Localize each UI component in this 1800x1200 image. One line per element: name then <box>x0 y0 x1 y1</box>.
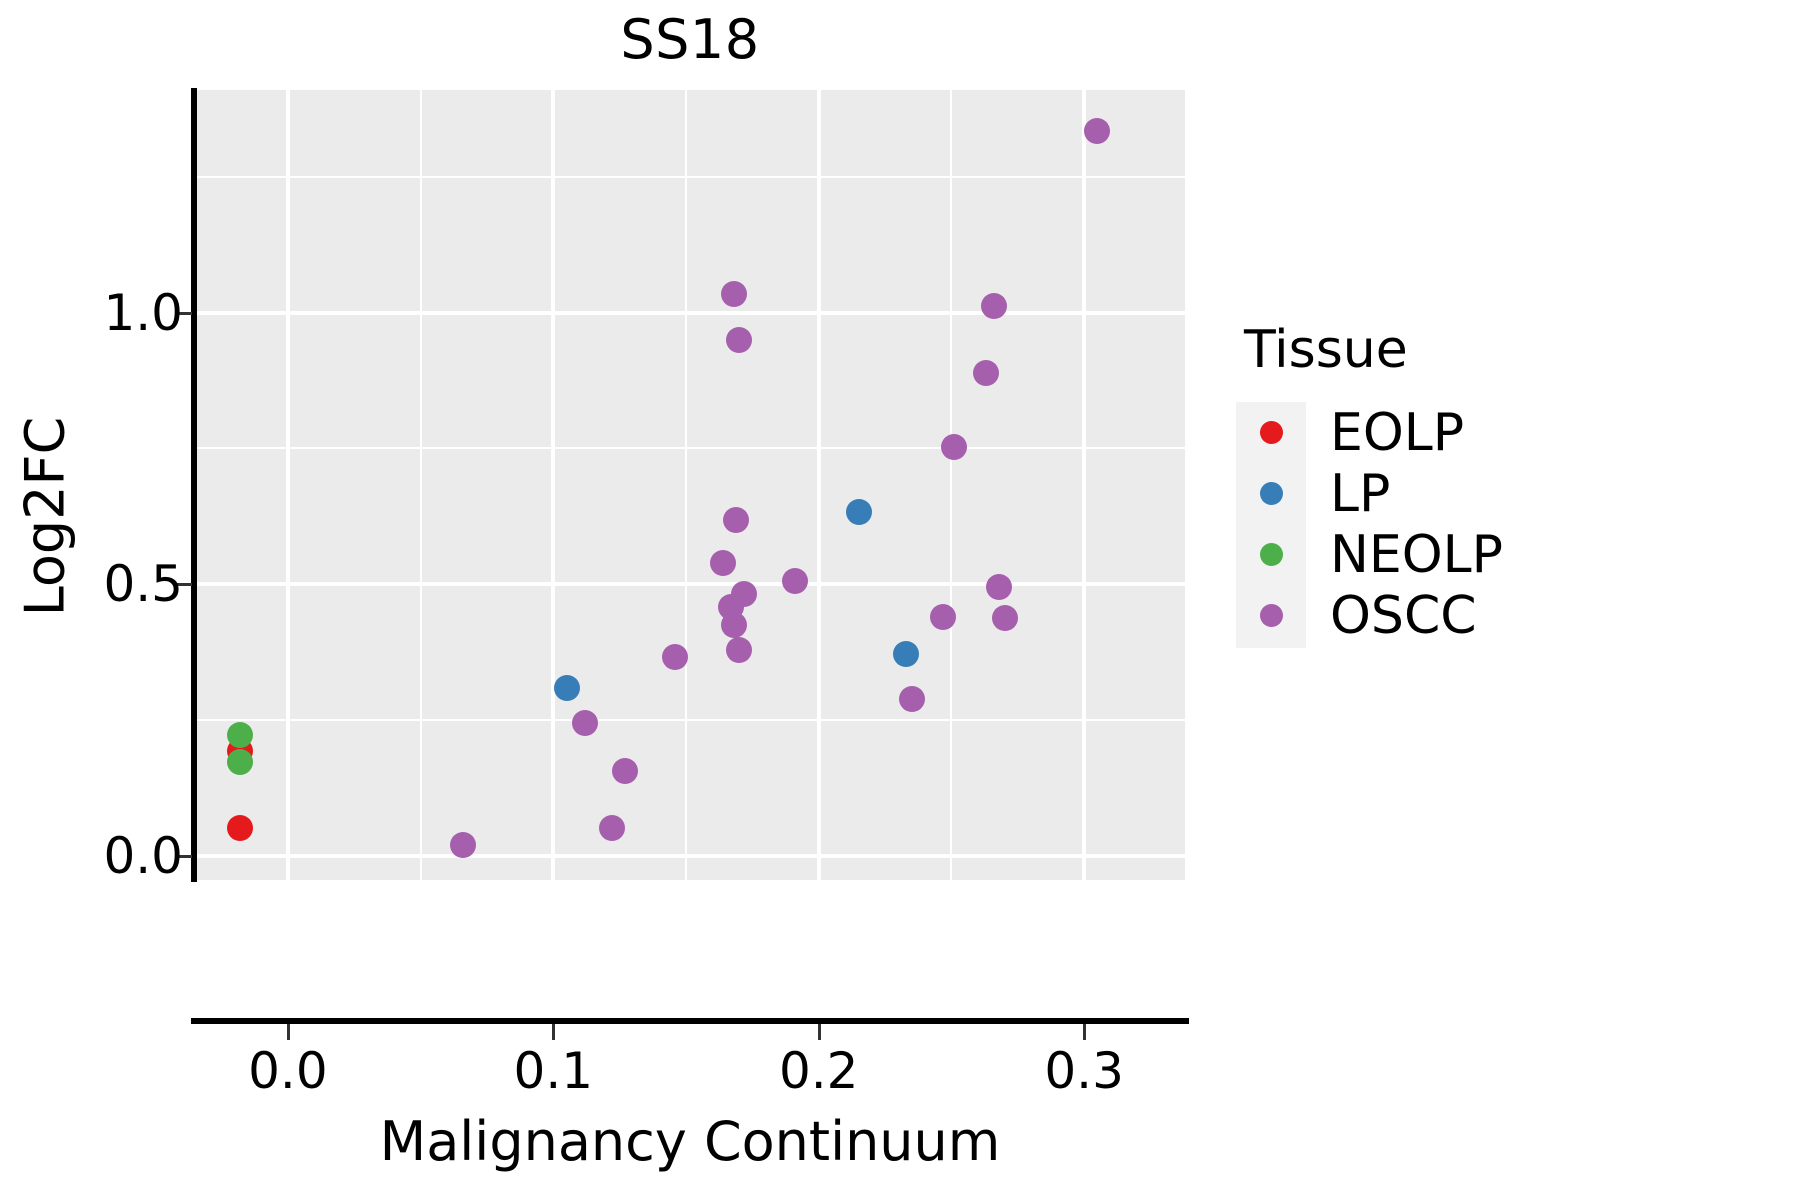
legend-item-label: OSCC <box>1330 585 1477 646</box>
data-point-oscc <box>986 573 1013 600</box>
gridline-major-vertical <box>816 90 821 880</box>
data-point-oscc <box>450 831 477 858</box>
y-axis-label: Log2FC <box>13 416 77 617</box>
legend-swatch <box>1236 585 1306 646</box>
data-point-oscc <box>930 603 957 630</box>
data-point-oscc <box>941 434 968 461</box>
y-axis-tick-label: 1.0 <box>103 283 183 342</box>
data-point-oscc <box>726 326 753 353</box>
y-axis-tick <box>176 854 192 858</box>
x-axis-tick <box>286 1024 290 1040</box>
gridline-minor-vertical <box>685 90 688 880</box>
y-axis-tick-label: 0.0 <box>103 826 183 885</box>
x-axis-tick-label: 0.0 <box>248 1042 328 1100</box>
legend-dot-icon <box>1259 604 1283 627</box>
legend-item-label: LP <box>1330 463 1391 524</box>
legend-item-eolp[interactable]: EOLP <box>1236 402 1706 463</box>
x-axis-tick <box>817 1024 821 1040</box>
data-point-oscc <box>781 568 808 595</box>
x-axis-tick-label: 0.1 <box>513 1042 594 1100</box>
legend-item-lp[interactable]: LP <box>1236 463 1706 524</box>
gridline-major-vertical <box>285 90 290 880</box>
legend-swatch <box>1236 463 1306 524</box>
legend-swatch <box>1236 524 1306 585</box>
data-point-eolp <box>227 815 254 842</box>
data-point-oscc <box>991 604 1018 631</box>
legend-item-oscc[interactable]: OSCC <box>1236 585 1706 646</box>
data-point-oscc <box>723 507 750 534</box>
data-point-oscc <box>611 758 638 785</box>
data-point-oscc <box>598 815 625 842</box>
gridline-minor-horizontal <box>195 175 1185 178</box>
data-point-oscc <box>720 280 747 307</box>
y-axis-tick-label: 0.5 <box>103 555 183 614</box>
gridline-minor-horizontal <box>195 447 1185 450</box>
gridline-minor-horizontal <box>195 718 1185 721</box>
gridline-major-vertical <box>551 90 556 880</box>
legend-title: Tissue <box>1244 320 1408 380</box>
page-title: SS18 <box>620 8 760 71</box>
data-point-neolp <box>227 749 254 776</box>
x-axis-label: Malignancy Continuum <box>379 1110 1001 1173</box>
data-point-oscc <box>710 550 737 577</box>
data-point-lp <box>845 499 872 526</box>
data-point-lp <box>893 640 920 667</box>
x-axis-tick-label: 0.3 <box>1044 1042 1124 1100</box>
legend-item-label: NEOLP <box>1330 524 1504 585</box>
x-axis-tick <box>552 1024 556 1040</box>
y-axis-tick <box>176 583 192 587</box>
data-point-oscc <box>720 611 747 638</box>
data-point-oscc <box>980 293 1007 320</box>
y-axis-line <box>191 88 197 882</box>
legend-dot-icon <box>1259 421 1283 444</box>
x-axis-line <box>191 1018 1189 1024</box>
data-point-oscc <box>972 360 999 387</box>
legend-item-label: EOLP <box>1330 402 1465 463</box>
legend-dot-icon <box>1259 543 1283 566</box>
gridline-major-horizontal <box>195 582 1185 587</box>
data-point-oscc <box>572 709 599 736</box>
x-axis-tick <box>1083 1024 1087 1040</box>
legend-entries: EOLP LP NEOLP OSCC <box>1236 402 1706 648</box>
data-point-oscc <box>726 637 753 664</box>
legend-swatch <box>1236 402 1306 463</box>
data-point-oscc <box>898 686 925 713</box>
data-point-lp <box>553 675 580 702</box>
plot-panel <box>195 90 1185 880</box>
y-axis-tick <box>176 311 192 315</box>
gridline-major-horizontal <box>195 853 1185 858</box>
data-point-neolp <box>227 722 254 749</box>
gridline-major-vertical <box>1082 90 1087 880</box>
gridline-minor-vertical <box>419 90 422 880</box>
data-point-oscc <box>1084 117 1111 144</box>
gridline-major-horizontal <box>195 310 1185 315</box>
gridline-minor-vertical <box>950 90 953 880</box>
data-point-oscc <box>662 644 689 671</box>
x-axis-tick-label: 0.2 <box>778 1042 859 1100</box>
legend-dot-icon <box>1259 482 1283 505</box>
legend: Tissue EOLP LP NEOLP OSCC <box>1236 320 1706 648</box>
legend-item-neolp[interactable]: NEOLP <box>1236 524 1706 585</box>
